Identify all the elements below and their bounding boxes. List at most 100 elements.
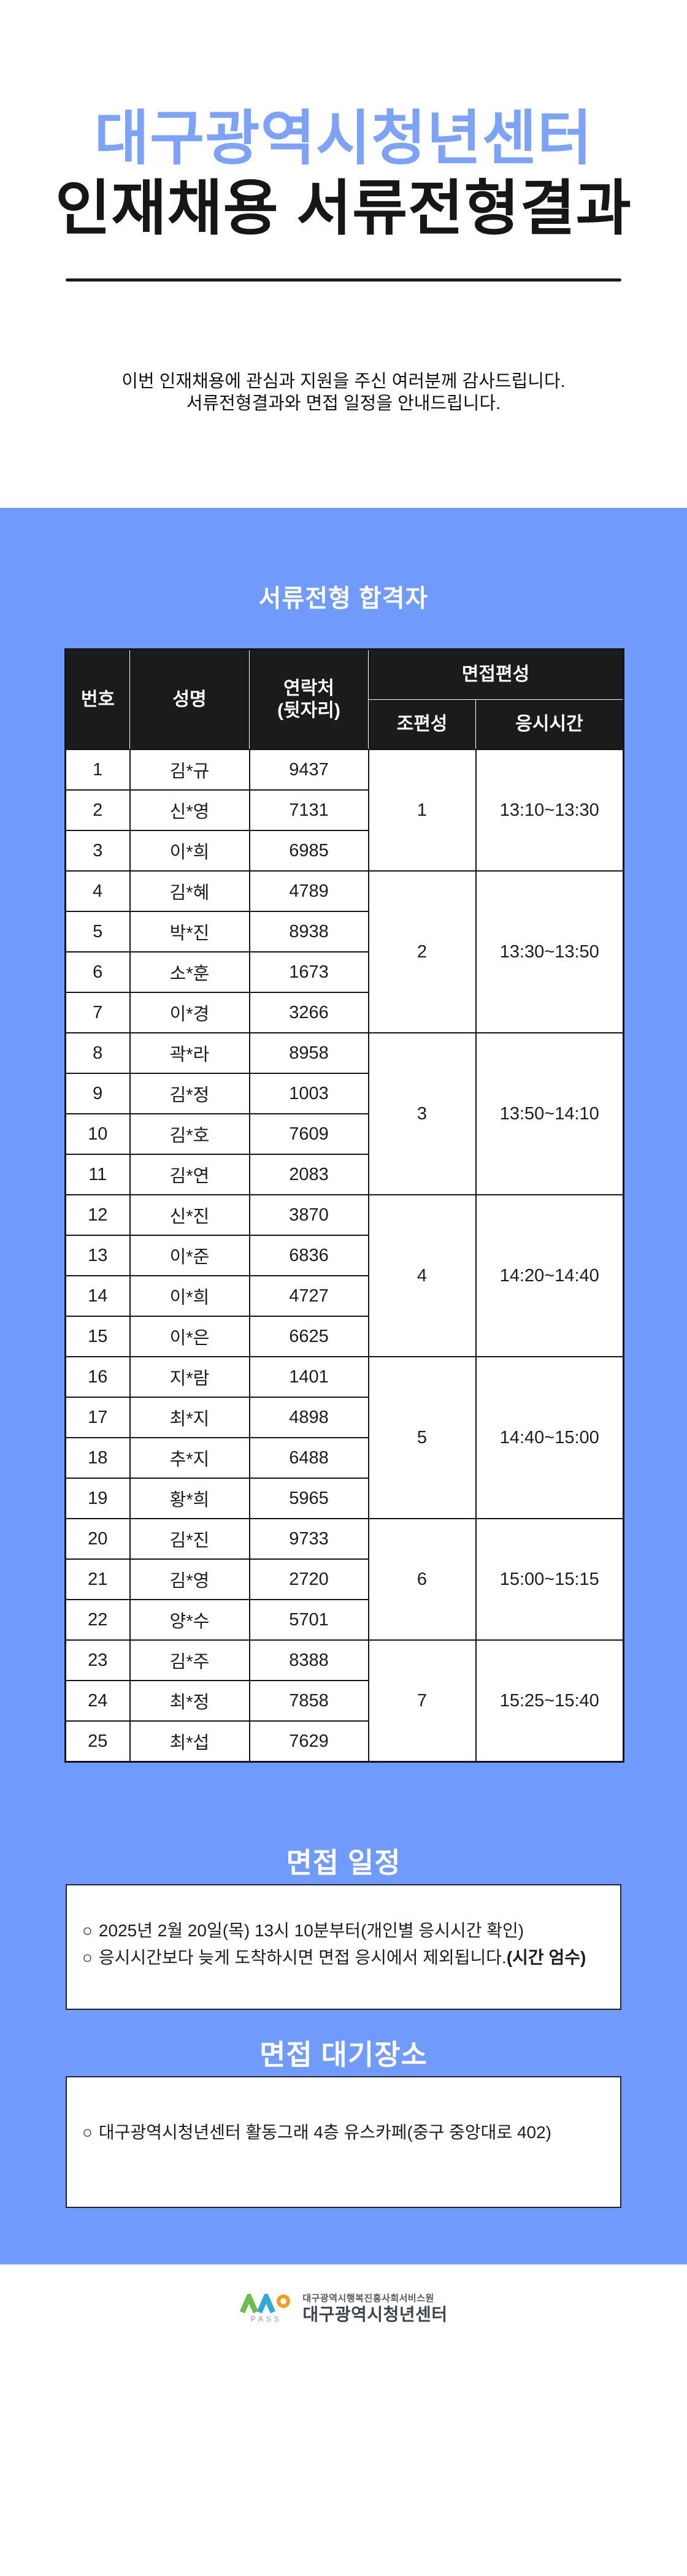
cell-no: 16 (64, 1356, 131, 1398)
pass-table-wrap: 번호 성명 연락처 (뒷자리) 면접편성 조편성 응시시간 1 김*규 9437 1 1… (64, 648, 624, 1763)
blue-section: 서류전형 합격자 번호 성명 연락처 (뒷자리) 면접편성 (0, 508, 687, 2264)
table-row: 11 김*연 2083 (64, 1154, 624, 1195)
cell-group: 2 (367, 870, 477, 1033)
bullet-marker: ○ (82, 1921, 93, 1940)
org-logo-mark: PASS (239, 2294, 293, 2323)
cell-no: 2 (64, 789, 131, 831)
cell-name: 이*희 (129, 830, 250, 872)
pass-table-head: 번호 성명 연락처 (뒷자리) 면접편성 조편성 응시시간 (65, 649, 624, 750)
waiting-room-bullet-text: 대구광역시청년센터 활동그래 4층 유스카페(중구 중앙대로 402) (98, 2123, 551, 2142)
cell-name: 김*정 (129, 1073, 250, 1114)
cell-name: 김*혜 (129, 870, 250, 912)
cell-time: 15:25~15:40 (475, 1639, 624, 1763)
table-row: 19 황*희 5965 (64, 1478, 624, 1519)
col-header-name: 성명 (129, 649, 250, 750)
cell-no: 7 (64, 992, 131, 1033)
pass-table: 번호 성명 연락처 (뒷자리) 면접편성 조편성 응시시간 1 김*규 9437 1 1… (64, 648, 624, 1763)
cell-name: 김*호 (129, 1113, 250, 1155)
cell-no: 13 (64, 1235, 131, 1276)
table-row: 17 최*지 4898 (64, 1397, 624, 1438)
cell-contact: 4789 (248, 870, 369, 912)
bullet-marker: ○ (82, 2123, 93, 2142)
table-row: 13 이*준 6836 (64, 1235, 624, 1276)
title-divider (66, 278, 621, 282)
cell-contact: 9733 (248, 1518, 369, 1560)
cell-no: 18 (64, 1437, 131, 1479)
pass-logo-text: PASS (250, 2315, 282, 2323)
cell-no: 6 (64, 951, 131, 993)
cell-name: 김*규 (129, 749, 250, 791)
schedule-bullet-1-text: 2025년 2월 20일(목) 13시 10분부터(개인별 응시시간 확인) (98, 1921, 524, 1940)
table-row: 15 이*은 6625 (64, 1316, 624, 1357)
cell-no: 9 (64, 1073, 131, 1114)
cell-contact: 6985 (248, 830, 369, 872)
cell-no: 1 (64, 749, 131, 791)
table-row: 6 소*훈 1673 (64, 951, 624, 993)
col-header-no: 번호 (65, 649, 130, 750)
cell-no: 8 (64, 1032, 131, 1074)
cell-name: 최*정 (129, 1680, 250, 1722)
cell-name: 이*경 (129, 992, 250, 1033)
pass-table-body: 1 김*규 9437 1 13:10~13:30 2 신*영 7131 3 이*희 6985 4 김*혜… (64, 749, 624, 1763)
cell-group: 5 (367, 1356, 477, 1519)
cell-time: 14:20~14:40 (475, 1194, 624, 1357)
cell-name: 김*연 (129, 1154, 250, 1195)
bullet-marker: ○ (82, 1948, 93, 1967)
cell-name: 김*진 (129, 1518, 250, 1560)
cell-contact: 7858 (248, 1680, 369, 1722)
org-name: 대구광역시청년센터 (302, 2305, 448, 2324)
cell-no: 14 (64, 1275, 131, 1317)
table-row: 2 신*영 7131 (64, 789, 624, 831)
cell-no: 21 (64, 1558, 131, 1600)
table-row: 4 김*혜 4789 2 13:30~13:50 (64, 870, 624, 1033)
table-row: 25 최*섭 7629 (64, 1720, 624, 1763)
cell-name: 신*영 (129, 789, 250, 831)
cell-name: 최*섭 (129, 1720, 250, 1763)
cell-no: 4 (64, 870, 131, 912)
cell-contact: 2083 (248, 1154, 369, 1195)
cell-contact: 1401 (248, 1356, 369, 1398)
cell-contact: 4727 (248, 1275, 369, 1317)
schedule-bullet-2: ○ 응시시간보다 늦게 도착하시면 면접 응시에서 제외됩니다.(시간 엄수) (82, 1944, 608, 1971)
cell-contact: 7131 (248, 789, 369, 831)
cell-group: 6 (367, 1518, 477, 1641)
cell-no: 22 (64, 1599, 131, 1641)
table-row: 9 김*정 1003 (64, 1073, 624, 1114)
waiting-room-title: 면접 대기장소 (259, 2039, 428, 2071)
cell-time: 13:50~14:10 (475, 1032, 624, 1195)
cell-no: 24 (64, 1680, 131, 1722)
pass-list-title: 서류전형 합격자 (258, 585, 429, 612)
cell-no: 25 (64, 1720, 131, 1763)
page-title: 인재채용 서류전형결과 (55, 174, 632, 242)
cell-no: 10 (64, 1113, 131, 1155)
cell-time: 15:00~15:15 (475, 1518, 624, 1641)
footer: PASS 대구광역시행복진흥사회서비스원 대구광역시청년센터 (0, 2264, 687, 2576)
table-row: 7 이*경 3266 (64, 992, 624, 1033)
cell-contact: 1003 (248, 1073, 369, 1114)
cell-no: 23 (64, 1639, 131, 1681)
cell-name: 곽*라 (129, 1032, 250, 1074)
table-row: 16 지*람 1401 5 14:40~15:00 (64, 1356, 624, 1519)
cell-contact: 2720 (248, 1558, 369, 1600)
cell-no: 15 (64, 1316, 131, 1357)
schedule-bullet-2-bold: (시간 엄수) (506, 1948, 586, 1967)
cell-name: 박*진 (129, 911, 250, 953)
table-row: 21 김*영 2720 (64, 1558, 624, 1600)
cell-group: 4 (367, 1194, 477, 1357)
col-header-interview: 면접편성 (368, 649, 624, 700)
table-row: 24 최*정 7858 (64, 1680, 624, 1722)
cell-no: 17 (64, 1397, 131, 1438)
org-title: 대구광역시청년센터 (94, 105, 593, 172)
cell-no: 3 (64, 830, 131, 872)
col-header-group: 조편성 (368, 699, 476, 750)
cell-name: 지*람 (129, 1356, 250, 1398)
cell-contact: 7609 (248, 1113, 369, 1155)
cell-contact: 6836 (248, 1235, 369, 1276)
table-row: 18 추*지 6488 (64, 1437, 624, 1479)
col-header-contact-line2: (뒷자리) (277, 700, 340, 721)
waiting-room-bullet: ○ 대구광역시청년센터 활동그래 4층 유스카페(중구 중앙대로 402) (82, 2119, 608, 2146)
cell-name: 황*희 (129, 1478, 250, 1519)
schedule-box: ○ 2025년 2월 20일(목) 13시 10분부터(개인별 응시시간 확인) … (66, 1884, 621, 2010)
cell-name: 신*진 (129, 1194, 250, 1236)
